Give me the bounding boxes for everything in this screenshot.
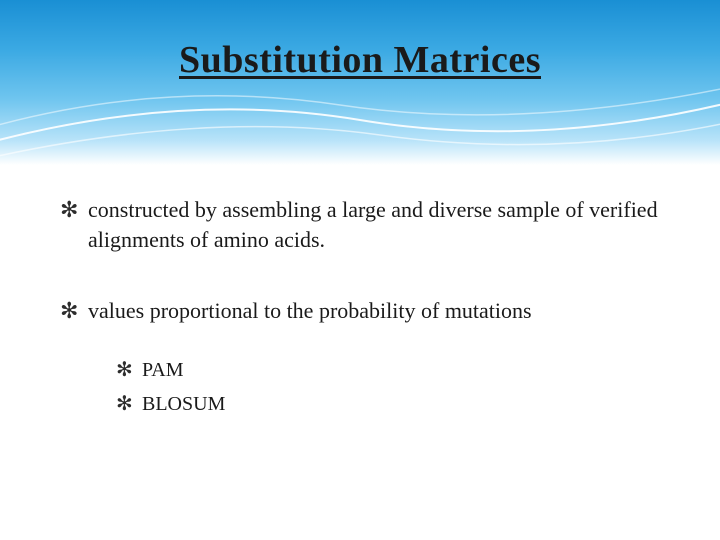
asterisk-bullet-icon: ✻ [60, 296, 88, 326]
slide-body: ✻ constructed by assembling a large and … [60, 195, 660, 424]
asterisk-bullet-icon: ✻ [60, 195, 88, 225]
asterisk-bullet-icon: ✻ [116, 356, 142, 384]
bullet-item: ✻ values proportional to the probability… [60, 296, 660, 326]
bullet-text: values proportional to the probability o… [88, 296, 660, 326]
asterisk-bullet-icon: ✻ [116, 390, 142, 418]
bullet-text: constructed by assembling a large and di… [88, 195, 660, 254]
sub-bullet-item: ✻ PAM [116, 356, 660, 384]
slide: Substitution Matrices ✻ constructed by a… [0, 0, 720, 540]
sub-bullet-text: BLOSUM [142, 390, 225, 418]
bullet-item: ✻ constructed by assembling a large and … [60, 195, 660, 254]
sub-bullet-item: ✻ BLOSUM [116, 390, 660, 418]
header-gradient-band [0, 0, 720, 165]
slide-title: Substitution Matrices [0, 38, 720, 82]
sub-bullet-list: ✻ PAM ✻ BLOSUM [116, 356, 660, 418]
sub-bullet-text: PAM [142, 356, 184, 384]
